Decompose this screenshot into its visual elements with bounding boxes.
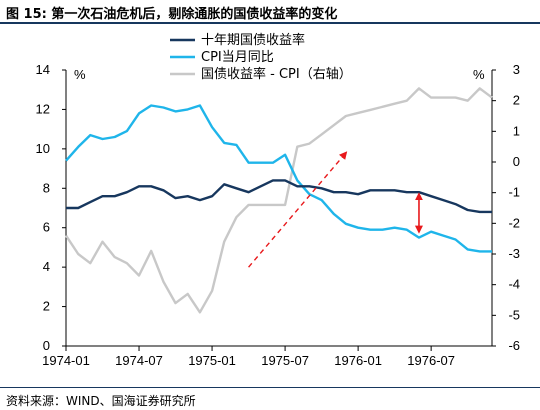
right-tick-label: -4 (508, 277, 520, 292)
source-bar: 资料来源：WIND、国海证券研究所 (0, 387, 540, 410)
right-tick-label: 0 (513, 154, 520, 169)
left-tick-label: 6 (43, 220, 50, 235)
legend-yield-label: 十年期国债收益率 (201, 32, 305, 48)
right-tick-label: 3 (513, 62, 520, 77)
right-tick-label: -1 (508, 185, 520, 200)
yield-series-line (66, 179, 492, 214)
right-tick-label: -2 (508, 215, 520, 230)
right-axis-unit: % (473, 67, 485, 82)
right-tick-label: -3 (508, 246, 520, 261)
figure-title: 图 15: 第一次石油危机后，剔除通胀的国债收益率的变化 (6, 7, 338, 22)
cpi-series-line (65, 104, 492, 253)
x-tick-label: 1974-07 (115, 353, 163, 368)
right-tick-label: -5 (508, 307, 520, 322)
x-tick-label: 1975-01 (188, 353, 236, 368)
legend-cpi-label: CPI当月同比 (201, 50, 274, 65)
left-tick-label: 12 (36, 101, 50, 116)
x-tick-label: 1976-07 (407, 353, 455, 368)
right-tick-label: 1 (513, 123, 520, 138)
x-tick-label: 1974-01 (42, 353, 90, 368)
left-tick-label: 8 (43, 180, 50, 195)
legend-spread-item: 国债收益率 - CPI（右轴） (170, 66, 352, 82)
left-tick-label: 4 (43, 259, 50, 274)
legend-spread-label: 国债收益率 - CPI（右轴） (201, 66, 352, 82)
spread-series-line (64, 87, 493, 314)
x-tick-label: 1975-07 (261, 353, 309, 368)
right-tick-label: -6 (508, 338, 520, 353)
figure-title-bar: 图 15: 第一次石油危机后，剔除通胀的国债收益率的变化 (0, 0, 540, 24)
trend-dashed-arrow (248, 151, 348, 268)
left-tick-label: 0 (43, 338, 50, 353)
legend-cpi-item: CPI当月同比 (170, 50, 274, 65)
left-tick-label: 10 (36, 141, 50, 156)
left-tick-label: 2 (43, 299, 50, 314)
source-note: 资料来源：WIND、国海证券研究所 (6, 394, 196, 408)
legend-yield-item: 十年期国债收益率 (170, 32, 305, 48)
left-tick-label: 14 (36, 62, 50, 77)
right-tick-label: 2 (513, 93, 520, 108)
x-tick-label: 1976-01 (334, 353, 382, 368)
left-axis-unit: % (74, 67, 86, 82)
